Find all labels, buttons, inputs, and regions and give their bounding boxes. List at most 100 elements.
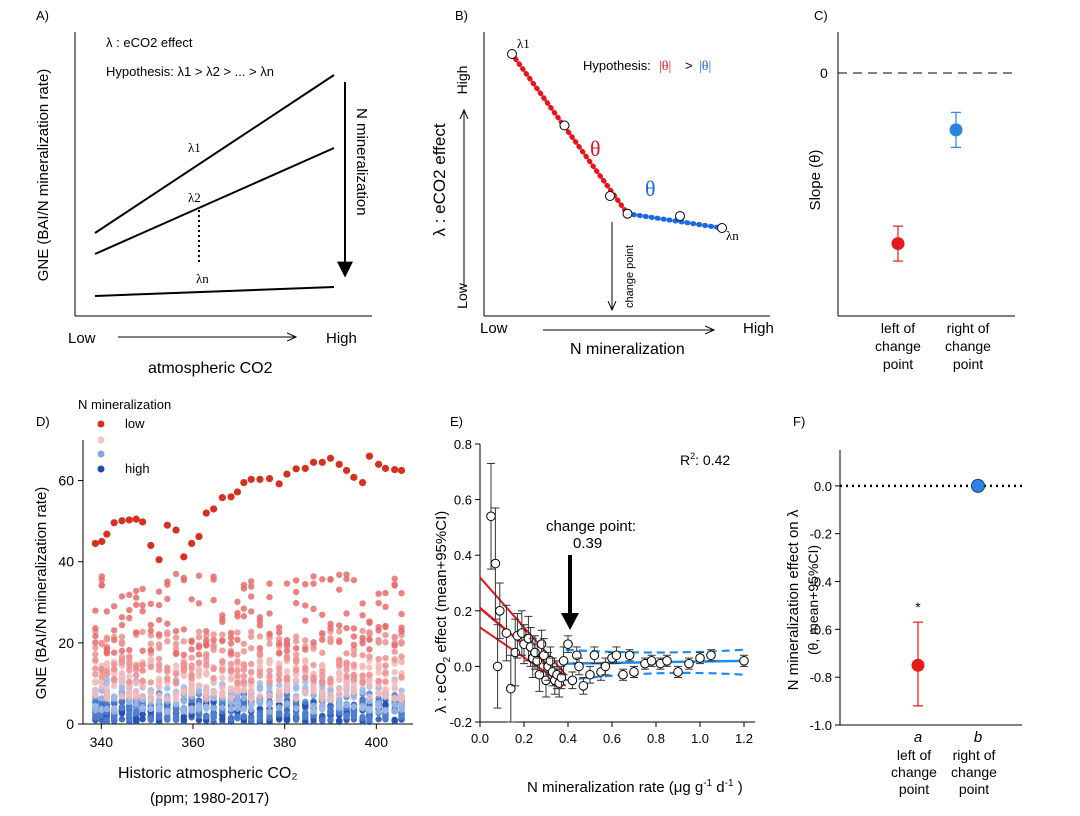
panel-a-x-high: High [326,330,357,347]
panel-d-point [188,646,195,653]
panel-d-point [375,716,382,723]
panel-d-point [359,612,366,619]
panel-d-point [366,681,373,689]
panel-d-point [110,627,118,634]
panel-e-y-tick-label: 0.0 [454,659,472,674]
panel-d-point [292,667,300,674]
panel-e-point [695,653,705,663]
panel-d-legend-high: high [125,461,150,476]
panel-d-point [256,672,264,679]
panel-d-point [292,716,300,724]
panel-d-point [155,631,163,638]
panel-d-point [219,647,226,654]
panel-d-point [103,705,111,713]
panel-d-top-point [138,518,147,526]
panel-d-point [398,638,405,646]
panel-d-point [336,697,343,705]
panel-d-point [292,683,300,690]
panel-d-point [266,656,273,664]
panel-e-point [501,628,512,638]
panel-d-point [382,631,389,639]
panel-d-y-title: GNE (BAI/N mineralization rate) [33,487,50,700]
panel-d-point [155,683,163,691]
panel-d-point [248,628,255,635]
panel-d-top-point [358,479,367,487]
panel-f: F) 0.0 -0.2 -0.4 -0.6 -0.8 -1.0 * a b N mineral… [785,414,1022,797]
panel-d-point [382,712,389,719]
panel-d-point [132,679,140,687]
panel-d-point [319,672,326,679]
panel-e-change-arrow-head [561,613,579,630]
panel-d-point [219,715,226,723]
panel-b-change-label: change point [624,245,636,308]
panel-d-point [310,684,317,691]
panel-d-point [391,656,398,663]
panel-d-point [139,661,146,669]
panel-f-x-right-3: point [959,781,989,797]
panel-d-point [180,651,188,659]
panel-d-point [240,705,248,712]
panel-d-point [319,705,326,712]
panel-d-point [164,581,171,588]
panel-e-x-tick-label: 0.8 [647,731,665,746]
panel-d-point [103,716,111,723]
panel-d-top-point [233,488,242,496]
panel-d-point [188,662,195,669]
panel-e-x-tick-label: 1.0 [691,731,709,746]
panel-d-point [283,668,291,675]
panel-f-points: * a b [911,478,985,746]
panel-e-point [495,606,505,616]
panel-d-top-point [132,515,140,523]
panel-e-point [530,647,540,658]
panel-d-point [210,694,217,702]
panel-d-top-point [326,454,335,462]
panel-d-point [147,696,155,703]
panel-b: B) λ1 λn Hypothesis: |θ| > |θ| θ θ chang… [430,8,774,358]
panel-d-point [110,636,118,644]
panel-d-point [391,648,398,655]
panel-d-point [375,669,382,676]
panel-d-point [126,673,133,680]
panel-e-y-tick-label: 0.6 [454,493,472,508]
panel-e-point [706,650,716,661]
panel-d-point [210,675,217,682]
panel-d-point [240,661,248,669]
panel-d-point [391,701,398,708]
panel-d-point [195,682,203,689]
panel-d-point [227,660,235,668]
panel-f-letter-a: a [914,729,922,746]
panel-d-top-point [125,516,133,524]
panel-d-point [203,696,210,703]
panel-d-point [382,654,389,662]
panel-d-point [203,713,210,720]
panel-d-point [248,695,255,702]
panel-d-point [227,629,235,637]
panel-b-blue-segment [625,211,725,231]
panel-c: C) 0 Slope (θ) left of change point righ… [807,8,1015,372]
panel-d-point [302,646,309,653]
panel-e-point [556,672,567,683]
panel-d-point [139,682,146,689]
panel-d-point [234,667,241,674]
panel-d-point [195,644,203,651]
panel-d-point [275,670,283,678]
panel-d-point [359,664,366,671]
panel-d-point [227,694,235,701]
panel-d-point [343,650,350,657]
panel-d-point [359,686,366,693]
panel-f-y-tick-label: -0.6 [810,622,832,637]
panel-d-point [164,675,171,683]
panel-d-point [391,575,398,582]
panel-d-point [266,692,273,699]
panel-d-point [256,711,264,719]
panel-d-legend-dot-1 [97,420,105,428]
panel-d-point [256,622,264,629]
panel-d-x-title-2: (ppm; 1980-2017) [150,790,269,807]
panel-d-point [366,715,373,723]
panel-d-point [219,684,226,691]
panel-d-top-point [218,494,226,502]
panel-d-top-point [365,452,374,460]
panel-a-label-lambda2: λ2 [188,190,201,205]
panel-d-point [302,709,309,716]
